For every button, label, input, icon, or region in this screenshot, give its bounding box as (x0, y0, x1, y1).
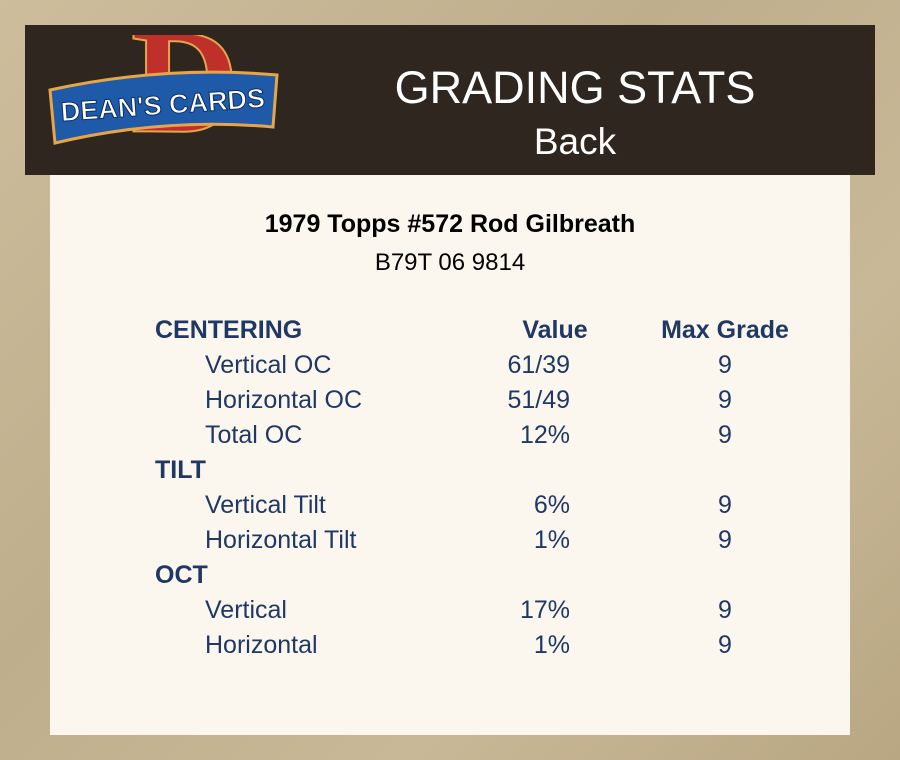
row-label: Horizontal (205, 631, 318, 659)
row-value: 51/49 (507, 386, 570, 414)
column-header: Max Grade (661, 316, 789, 344)
row-value: 1% (533, 526, 570, 554)
row-value: 12% (519, 421, 570, 449)
row-max-grade: 9 (718, 631, 732, 659)
row-label: Horizontal OC (205, 386, 362, 414)
row-max-grade: 9 (718, 351, 732, 379)
row-label: Vertical (205, 596, 287, 624)
row-label: Total OC (205, 421, 303, 449)
row-value: 61/39 (507, 351, 570, 379)
column-header: Value (522, 316, 588, 344)
row-max-grade: 9 (718, 491, 732, 519)
logo-banner (48, 70, 279, 145)
row-label: Vertical Tilt (205, 491, 326, 519)
row-value: 1% (533, 631, 570, 659)
section-title: OCT (155, 561, 208, 589)
panel (50, 175, 850, 735)
row-max-grade: 9 (718, 421, 732, 449)
row-label: Vertical OC (205, 351, 332, 379)
subtitle: Back (533, 121, 617, 162)
card-name: 1979 Topps #572 Rod Gilbreath (264, 210, 636, 238)
row-max-grade: 9 (718, 386, 732, 414)
row-max-grade: 9 (718, 526, 732, 554)
logo: D DEAN'S CARDS (48, 35, 279, 165)
section-title: CENTERING (155, 316, 303, 344)
section-title: TILT (155, 456, 206, 484)
row-value: 17% (519, 596, 570, 624)
row-value: 6% (533, 491, 570, 519)
row-max-grade: 9 (718, 596, 732, 624)
row-label: Horizontal Tilt (205, 526, 357, 554)
card-serial: B79T 06 9814 (374, 249, 526, 276)
title: GRADING STATS (394, 62, 756, 113)
